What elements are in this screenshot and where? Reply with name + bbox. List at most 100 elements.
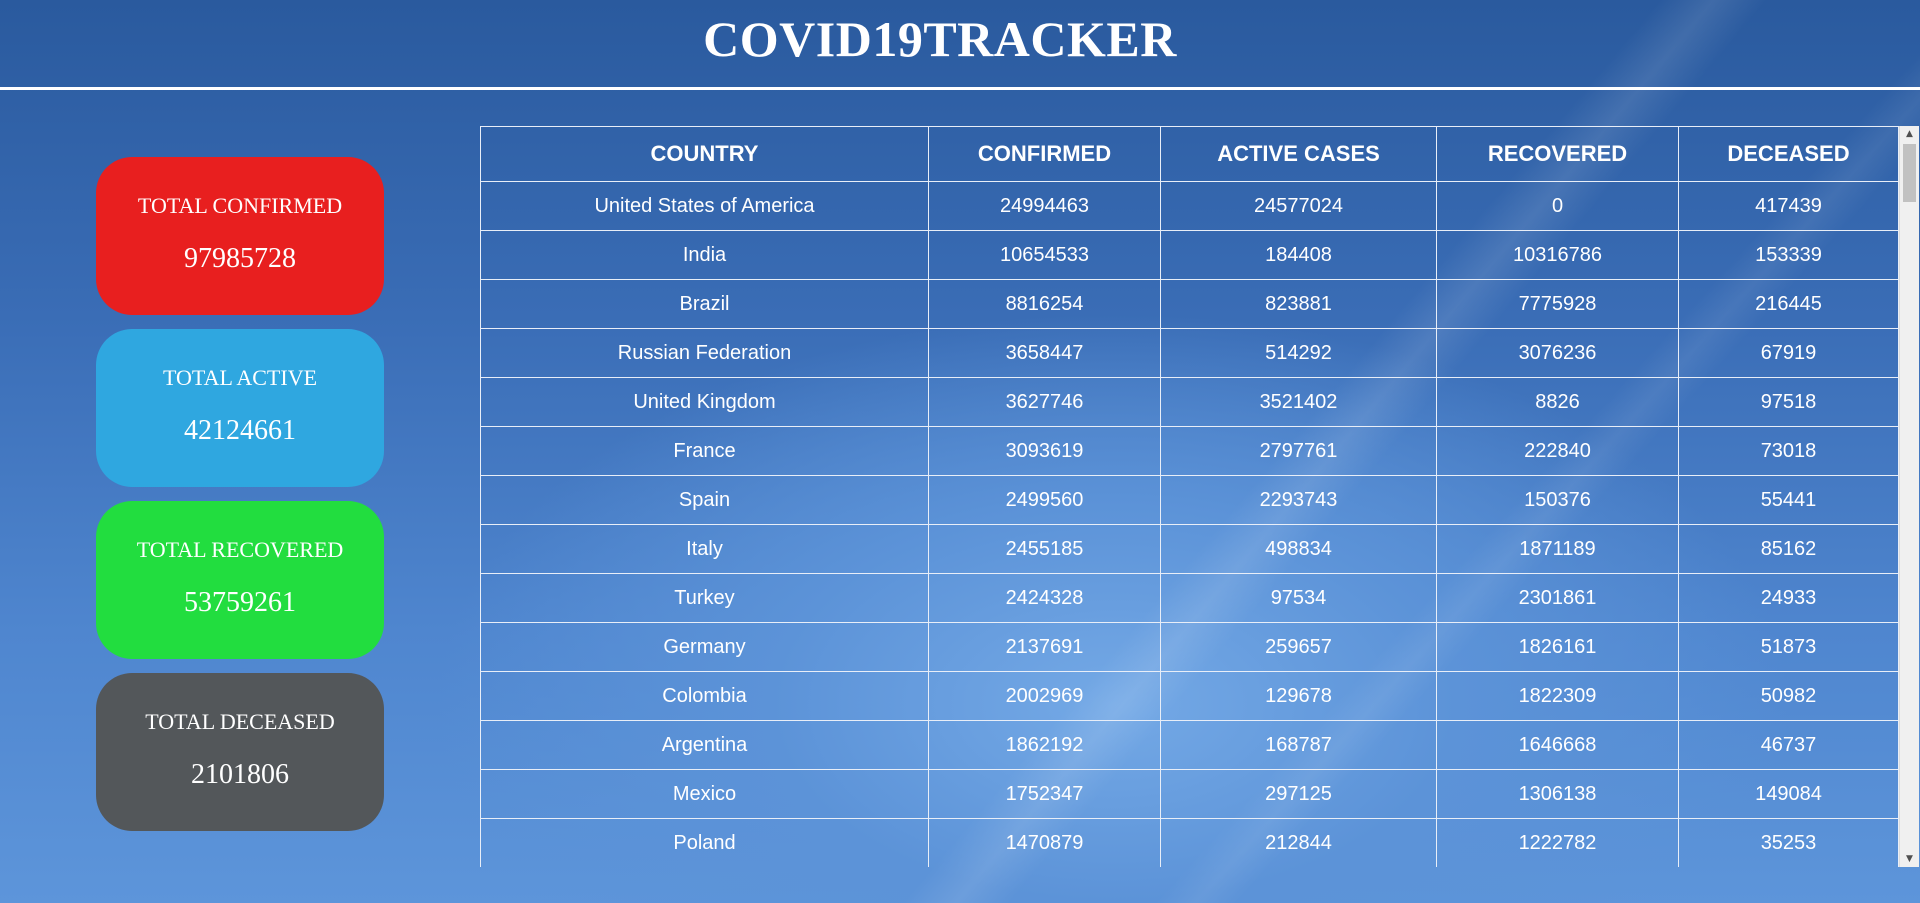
cell-deceased: 417439 — [1678, 181, 1899, 231]
total-recovered-label: TOTAL RECOVERED — [136, 537, 344, 562]
total-recovered-card: TOTAL RECOVERED 53759261 — [96, 501, 384, 659]
cell-confirmed: 2499560 — [928, 475, 1161, 525]
cell-recovered: 150376 — [1436, 475, 1679, 525]
total-confirmed-card: TOTAL CONFIRMED 97985728 — [96, 157, 384, 315]
table-row: Mexico 1752347 297125 1306138 149084 — [480, 769, 1899, 819]
cell-deceased: 51873 — [1678, 622, 1899, 672]
cell-recovered: 1222782 — [1436, 818, 1679, 867]
cell-active: 297125 — [1160, 769, 1437, 819]
cell-country: United Kingdom — [480, 377, 929, 427]
cell-deceased: 97518 — [1678, 377, 1899, 427]
table-row: Brazil 8816254 823881 7775928 216445 — [480, 279, 1899, 329]
cell-confirmed: 1470879 — [928, 818, 1161, 867]
scrollbar-thumb[interactable] — [1903, 144, 1916, 202]
table-row: Italy 2455185 498834 1871189 85162 — [480, 524, 1899, 574]
cell-deceased: 149084 — [1678, 769, 1899, 819]
cell-active: 498834 — [1160, 524, 1437, 574]
cell-recovered: 8826 — [1436, 377, 1679, 427]
country-table-container[interactable]: COUNTRY CONFIRMED ACTIVE CASES RECOVERED… — [480, 126, 1919, 867]
cell-confirmed: 2002969 — [928, 671, 1161, 721]
cell-active: 514292 — [1160, 328, 1437, 378]
cell-deceased: 50982 — [1678, 671, 1899, 721]
table-scrollbar[interactable]: ▲ ▼ — [1899, 126, 1919, 867]
cell-confirmed: 2424328 — [928, 573, 1161, 623]
cell-active: 212844 — [1160, 818, 1437, 867]
cell-recovered: 2301861 — [1436, 573, 1679, 623]
table-row: Colombia 2002969 129678 1822309 50982 — [480, 671, 1899, 721]
column-header-deceased: DECEASED — [1678, 126, 1899, 182]
cell-country: France — [480, 426, 929, 476]
cell-recovered: 3076236 — [1436, 328, 1679, 378]
cell-active: 2293743 — [1160, 475, 1437, 525]
total-deceased-label: TOTAL DECEASED — [145, 709, 335, 734]
cell-confirmed: 10654533 — [928, 230, 1161, 280]
cell-recovered: 0 — [1436, 181, 1679, 231]
cell-recovered: 1871189 — [1436, 524, 1679, 574]
cell-country: Turkey — [480, 573, 929, 623]
cell-active: 97534 — [1160, 573, 1437, 623]
cell-deceased: 46737 — [1678, 720, 1899, 770]
cell-deceased: 216445 — [1678, 279, 1899, 329]
cell-confirmed: 2455185 — [928, 524, 1161, 574]
cell-confirmed: 3658447 — [928, 328, 1161, 378]
scroll-down-arrow-icon[interactable]: ▼ — [1906, 854, 1913, 864]
total-active-value: 42124661 — [184, 415, 296, 446]
country-table: COUNTRY CONFIRMED ACTIVE CASES RECOVERED… — [480, 126, 1899, 867]
page-title: COVID19TRACKER — [703, 11, 1177, 67]
total-confirmed-value: 97985728 — [184, 243, 296, 274]
table-row: Russian Federation 3658447 514292 307623… — [480, 328, 1899, 378]
cell-deceased: 55441 — [1678, 475, 1899, 525]
cell-confirmed: 3627746 — [928, 377, 1161, 427]
cell-active: 823881 — [1160, 279, 1437, 329]
table-row: India 10654533 184408 10316786 153339 — [480, 230, 1899, 280]
column-header-active-cases: ACTIVE CASES — [1160, 126, 1437, 182]
total-active-card: TOTAL ACTIVE 42124661 — [96, 329, 384, 487]
cell-country: Germany — [480, 622, 929, 672]
table-row: Poland 1470879 212844 1222782 35253 — [480, 818, 1899, 867]
cell-country: Spain — [480, 475, 929, 525]
cell-recovered: 10316786 — [1436, 230, 1679, 280]
total-active-label: TOTAL ACTIVE — [162, 365, 318, 390]
cell-confirmed: 1862192 — [928, 720, 1161, 770]
cell-country: Argentina — [480, 720, 929, 770]
total-deceased-value: 2101806 — [191, 759, 289, 790]
table-row: Argentina 1862192 168787 1646668 46737 — [480, 720, 1899, 770]
cell-recovered: 1646668 — [1436, 720, 1679, 770]
cell-active: 184408 — [1160, 230, 1437, 280]
cell-country: Russian Federation — [480, 328, 929, 378]
cell-confirmed: 8816254 — [928, 279, 1161, 329]
table-row: Turkey 2424328 97534 2301861 24933 — [480, 573, 1899, 623]
cell-active: 168787 — [1160, 720, 1437, 770]
cell-country: United States of America — [480, 181, 929, 231]
cell-country: Mexico — [480, 769, 929, 819]
table-header-row: COUNTRY CONFIRMED ACTIVE CASES RECOVERED… — [480, 126, 1899, 182]
table-row: Spain 2499560 2293743 150376 55441 — [480, 475, 1899, 525]
cell-recovered: 1826161 — [1436, 622, 1679, 672]
cell-active: 129678 — [1160, 671, 1437, 721]
cell-country: Poland — [480, 818, 929, 867]
column-header-confirmed: CONFIRMED — [928, 126, 1161, 182]
cell-recovered: 7775928 — [1436, 279, 1679, 329]
total-deceased-card: TOTAL DECEASED 2101806 — [96, 673, 384, 831]
cell-confirmed: 1752347 — [928, 769, 1161, 819]
cell-recovered: 1822309 — [1436, 671, 1679, 721]
cell-deceased: 67919 — [1678, 328, 1899, 378]
total-recovered-value: 53759261 — [184, 587, 296, 618]
cell-confirmed: 3093619 — [928, 426, 1161, 476]
cell-country: Colombia — [480, 671, 929, 721]
column-header-recovered: RECOVERED — [1436, 126, 1679, 182]
cell-deceased: 85162 — [1678, 524, 1899, 574]
cell-active: 2797761 — [1160, 426, 1437, 476]
cell-recovered: 222840 — [1436, 426, 1679, 476]
cell-country: Brazil — [480, 279, 929, 329]
cell-active: 259657 — [1160, 622, 1437, 672]
table-row: United States of America 24994463 245770… — [480, 181, 1899, 231]
cell-deceased: 153339 — [1678, 230, 1899, 280]
table-row: Germany 2137691 259657 1826161 51873 — [480, 622, 1899, 672]
cell-deceased: 35253 — [1678, 818, 1899, 867]
cell-active: 3521402 — [1160, 377, 1437, 427]
scroll-up-arrow-icon[interactable]: ▲ — [1906, 129, 1913, 139]
cell-country: Italy — [480, 524, 929, 574]
cell-recovered: 1306138 — [1436, 769, 1679, 819]
cell-deceased: 73018 — [1678, 426, 1899, 476]
